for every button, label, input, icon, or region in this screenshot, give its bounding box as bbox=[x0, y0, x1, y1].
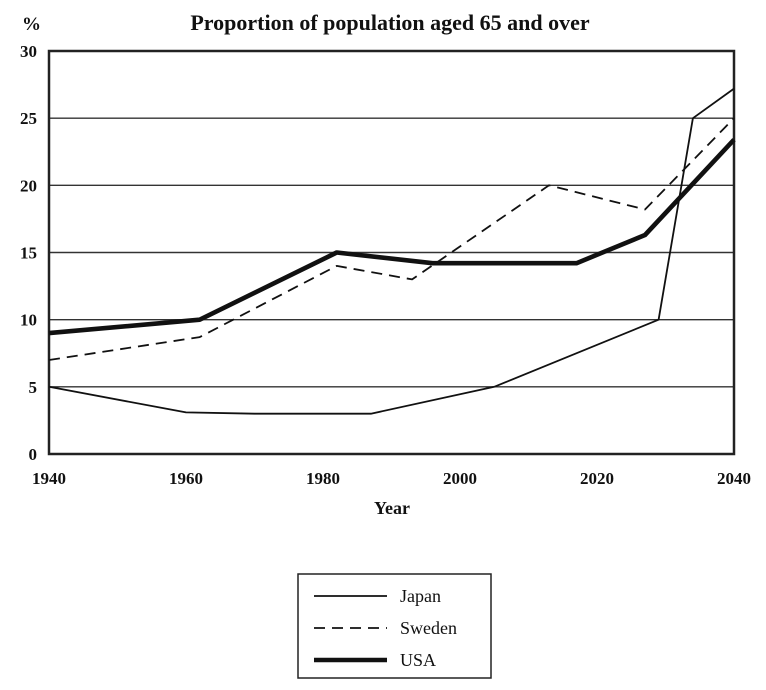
x-tick-label: 2040 bbox=[717, 469, 751, 488]
y-tick-label: 5 bbox=[29, 378, 38, 397]
y-axis-unit: % bbox=[22, 14, 41, 35]
y-tick-label: 25 bbox=[20, 109, 37, 128]
y-tick-label: 10 bbox=[20, 311, 37, 330]
y-tick-label: 30 bbox=[20, 42, 37, 61]
legend-label-sweden: Sweden bbox=[400, 618, 457, 638]
x-axis-ticks: 1940 1960 1980 2000 2020 2040 bbox=[32, 469, 751, 488]
x-tick-label: 2000 bbox=[443, 469, 477, 488]
series-lines bbox=[48, 87, 736, 415]
x-tick-label: 2020 bbox=[580, 469, 614, 488]
x-tick-label: 1980 bbox=[306, 469, 340, 488]
y-axis-ticks: 0 5 10 15 20 25 30 bbox=[20, 42, 37, 464]
x-tick-label: 1960 bbox=[169, 469, 203, 488]
chart-title: Proportion of population aged 65 and ove… bbox=[190, 10, 590, 35]
legend-label-usa: USA bbox=[400, 650, 436, 670]
plot-frame bbox=[47, 49, 736, 456]
series-line-japan bbox=[48, 87, 735, 415]
legend-box bbox=[297, 573, 492, 679]
x-axis-label: Year bbox=[374, 498, 410, 518]
legend: Japan Sweden USA bbox=[297, 573, 492, 679]
series-line-usa bbox=[48, 138, 736, 336]
y-tick-label: 0 bbox=[29, 445, 38, 464]
y-tick-label: 15 bbox=[20, 244, 37, 263]
series-line-sweden bbox=[48, 117, 735, 361]
grid bbox=[49, 117, 734, 388]
y-tick-label: 20 bbox=[20, 176, 37, 195]
x-tick-label: 1940 bbox=[32, 469, 66, 488]
legend-label-japan: Japan bbox=[400, 586, 441, 606]
